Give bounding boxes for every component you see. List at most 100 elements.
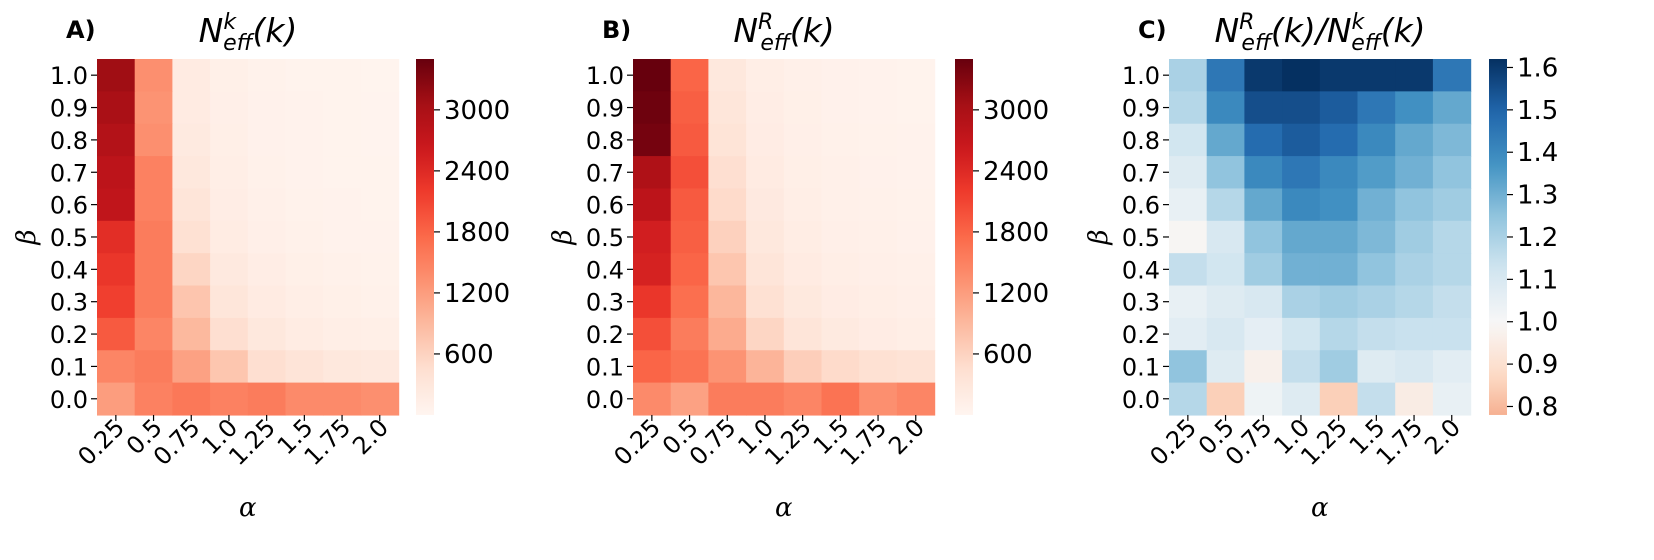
heatmap-cell xyxy=(821,156,860,190)
heatmap-cell xyxy=(360,91,400,125)
panel-title: Nk eff(k) xyxy=(199,10,298,56)
heatmap-cell xyxy=(746,350,785,384)
heatmap-cell xyxy=(896,91,936,125)
heatmap-cell xyxy=(708,285,747,319)
heatmap-cell xyxy=(1169,253,1208,287)
heatmap-cell xyxy=(1282,253,1321,287)
heatmap-cell xyxy=(285,188,324,222)
colorbar-tick-label: 1200 xyxy=(444,279,510,309)
y-tick-label: 0.7 xyxy=(1122,159,1160,187)
heatmap-cell xyxy=(210,350,249,384)
heatmap-cell xyxy=(783,91,823,125)
heatmap-cell xyxy=(1395,59,1434,92)
heatmap-cell xyxy=(1357,156,1396,190)
heatmap-cell xyxy=(247,59,287,92)
heatmap-cell xyxy=(172,59,211,92)
heatmap-cell xyxy=(1169,59,1208,92)
heatmap-cell xyxy=(783,285,823,319)
heatmap-cell xyxy=(210,123,249,157)
heatmap-cell xyxy=(783,156,823,190)
y-tick-label: 0.4 xyxy=(50,256,88,284)
heatmap-cell xyxy=(134,382,173,416)
colorbar-tick-label: 1800 xyxy=(983,218,1049,248)
heatmap-cell xyxy=(859,253,898,287)
heatmap-cell xyxy=(1206,253,1245,287)
colorbar xyxy=(416,59,434,415)
heatmap-cell xyxy=(746,285,785,319)
heatmap-cell xyxy=(1319,382,1359,416)
heatmap-cell xyxy=(360,59,400,92)
heatmap-cell xyxy=(783,317,823,351)
heatmap-cell xyxy=(783,350,823,384)
heatmap-cell xyxy=(285,220,324,254)
heatmap-cell xyxy=(134,59,173,92)
heatmap-cell xyxy=(285,350,324,384)
heatmap-cell xyxy=(896,188,936,222)
heatmap-cell xyxy=(1432,350,1472,384)
heatmap-cell xyxy=(821,123,860,157)
heatmap-cell xyxy=(896,382,936,416)
heatmap-cell xyxy=(670,317,709,351)
heatmap-cell xyxy=(746,59,785,92)
heatmap-cell xyxy=(670,59,709,92)
heatmap-panel-3: 1.00.90.80.70.60.50.40.30.20.10.00.250.5… xyxy=(1084,10,1558,523)
heatmap-cell xyxy=(134,317,173,351)
heatmap-cell xyxy=(323,59,362,92)
y-tick-label: 0.5 xyxy=(1122,224,1160,252)
heatmap-cell xyxy=(134,253,173,287)
heatmap-cell xyxy=(210,253,249,287)
heatmap-cell xyxy=(323,317,362,351)
heatmap-cell xyxy=(172,123,211,157)
heatmap-cell xyxy=(896,253,936,287)
y-tick-label: 0.4 xyxy=(1122,256,1160,284)
heatmap-cell xyxy=(670,188,709,222)
heatmap-cell xyxy=(1395,156,1434,190)
heatmap-cell xyxy=(1282,123,1321,157)
heatmap-cell xyxy=(708,123,747,157)
heatmap-cell xyxy=(247,285,287,319)
colorbar-tick-label: 1.4 xyxy=(1517,138,1558,168)
heatmap-cell xyxy=(247,253,287,287)
colorbar-tick-label: 600 xyxy=(444,340,494,370)
heatmap-cell xyxy=(633,350,672,384)
colorbar xyxy=(1489,59,1507,415)
heatmap-cell xyxy=(285,382,324,416)
heatmap-cell xyxy=(1357,123,1396,157)
colorbar-tick-label: 1200 xyxy=(983,279,1049,309)
heatmap-cell xyxy=(1319,123,1359,157)
heatmap-cell xyxy=(97,91,136,125)
y-tick-label: 0.0 xyxy=(1122,386,1160,414)
heatmap-cell xyxy=(97,382,136,416)
heatmap-cell xyxy=(1395,382,1434,416)
heatmap-cell xyxy=(1244,123,1283,157)
heatmap-cell xyxy=(1319,156,1359,190)
heatmap-cell xyxy=(1169,91,1208,125)
heatmap-cell xyxy=(97,253,136,287)
heatmap-cell xyxy=(210,91,249,125)
heatmap-cell xyxy=(1169,123,1208,157)
heatmap-cell xyxy=(1319,253,1359,287)
heatmap-cell xyxy=(1169,220,1208,254)
heatmap-cell xyxy=(1282,59,1321,92)
heatmap-cell xyxy=(859,188,898,222)
heatmap-cell xyxy=(746,188,785,222)
y-tick-label: 0.7 xyxy=(50,159,88,187)
heatmap-cell xyxy=(172,253,211,287)
heatmap-cell xyxy=(1357,350,1396,384)
colorbar-tick-label: 1.3 xyxy=(1517,181,1558,211)
y-tick-label: 0.0 xyxy=(50,386,88,414)
heatmap-cell xyxy=(323,253,362,287)
y-axis-label: β xyxy=(548,229,578,245)
heatmap-cell xyxy=(670,253,709,287)
heatmap-cell xyxy=(1432,317,1472,351)
heatmap-cell xyxy=(323,91,362,125)
heatmap-cell xyxy=(896,59,936,92)
heatmap-cell xyxy=(360,317,400,351)
heatmap-cell xyxy=(172,91,211,125)
heatmap-cell xyxy=(210,382,249,416)
heatmap-cell xyxy=(1244,382,1283,416)
heatmap-cell xyxy=(670,350,709,384)
heatmap-cell xyxy=(1244,156,1283,190)
panel-label: C) xyxy=(1138,16,1167,44)
heatmap-cell xyxy=(97,285,136,319)
